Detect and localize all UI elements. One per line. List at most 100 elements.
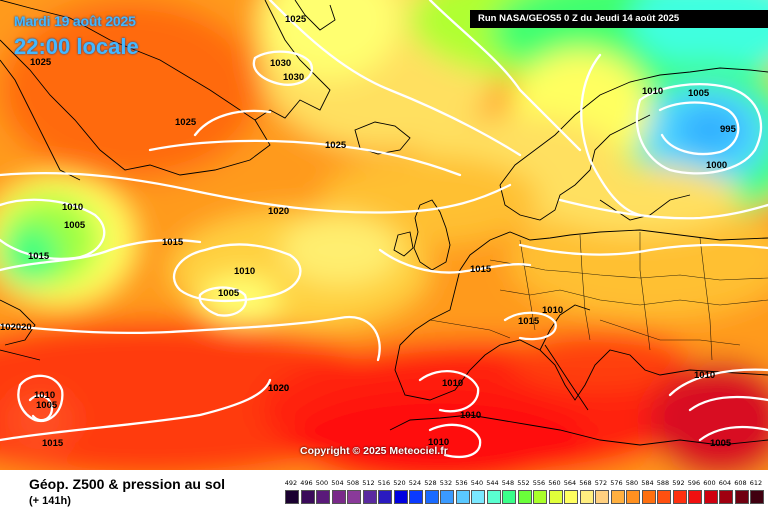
- isobar-label: 1000: [706, 160, 727, 171]
- scale-swatch: [486, 490, 501, 504]
- scale-swatch: [595, 490, 609, 504]
- coastlines: [0, 0, 768, 446]
- isobar-label: 1015: [162, 237, 184, 248]
- scale-swatch: [316, 490, 330, 504]
- scale-label: 572: [594, 479, 608, 487]
- scale-swatch: [688, 490, 702, 504]
- scale-swatch: [626, 490, 640, 504]
- scale-label: 508: [346, 479, 360, 487]
- isobar-label: 1020: [268, 383, 289, 394]
- scale-label: 512: [362, 479, 375, 487]
- scale-swatch: [657, 490, 671, 504]
- isobar-label: 1010: [694, 370, 715, 381]
- scale-swatch: [455, 490, 470, 504]
- isobar-label: 1010: [442, 378, 463, 389]
- isobars: [0, 0, 768, 457]
- isobar-label: 1015: [28, 251, 50, 262]
- isobar-label: 1010: [34, 390, 55, 401]
- scale-label: 504: [331, 479, 344, 487]
- isobar-label: 1015: [470, 264, 492, 275]
- scale-swatch: [750, 490, 764, 504]
- isobar-label: 1005: [710, 438, 732, 449]
- isobar-label: 1025: [325, 140, 347, 151]
- scale-label: 604: [718, 479, 732, 487]
- isobar-label: 1010: [234, 266, 255, 277]
- scale-label: 532: [439, 479, 453, 487]
- scale-label: 496: [300, 479, 313, 487]
- isobar-label: 1010: [460, 410, 481, 421]
- isobar-label: 1005: [64, 220, 86, 231]
- scale-label: 612: [749, 479, 763, 487]
- scale-swatch: [378, 490, 392, 504]
- isobar-labels: 1025 1025 1030 1030 1025 1020 1025 1010 …: [0, 14, 737, 449]
- scale-label: 580: [625, 479, 639, 487]
- scale-swatch: [300, 490, 315, 504]
- isobar-label: 995: [720, 124, 737, 135]
- scale-label: 544: [486, 479, 499, 487]
- scale-label: 608: [734, 479, 747, 487]
- isobar-label: 1025: [30, 57, 52, 68]
- isobar-label: 1005: [36, 400, 58, 411]
- scale-label: 564: [563, 479, 577, 487]
- scale-label: 524: [408, 479, 422, 487]
- scale-label: 576: [610, 479, 623, 487]
- isobar-label: 1010: [62, 202, 83, 213]
- isobar-label: 1020: [268, 383, 289, 394]
- scale-swatch: [641, 490, 656, 504]
- isobar-label: 1025: [175, 117, 197, 128]
- scale-swatch: [440, 490, 454, 504]
- scale-label: 588: [656, 479, 670, 487]
- scale-swatch: [471, 490, 485, 504]
- scale-label: 516: [377, 479, 391, 487]
- scale-swatch: [564, 490, 578, 504]
- scale-swatch: [610, 490, 625, 504]
- scale-swatch: [579, 490, 594, 504]
- isobar-label: 1030: [270, 58, 291, 69]
- scale-label: 536: [455, 479, 468, 487]
- isobar-label: 1005: [688, 88, 710, 99]
- forecast-date: Mardi 19 août 2025: [14, 13, 136, 29]
- isobar-label: 1015: [42, 438, 64, 449]
- forecast-time: 22:00 locale: [14, 34, 139, 59]
- scale-label: 548: [501, 479, 515, 487]
- scale-swatch: [548, 490, 563, 504]
- scale-label: 500: [315, 479, 329, 487]
- scale-swatch: [517, 490, 532, 504]
- scale-label: 528: [424, 479, 437, 487]
- copyright-notice: Copyright © 2025 Meteociel.fr: [300, 445, 448, 457]
- isobar-label: 1005: [218, 288, 240, 299]
- scale-swatch: [424, 490, 439, 504]
- isobar-label: 1010: [542, 305, 563, 316]
- scale-label: 556: [532, 479, 546, 487]
- isobar-label: 1010: [428, 437, 449, 448]
- isobar-label: 1025: [285, 14, 307, 25]
- scale-swatch: [409, 490, 423, 504]
- isobar-label: 1020: [268, 206, 289, 217]
- scale-swatch: [285, 490, 299, 504]
- scale-label: 560: [548, 479, 561, 487]
- scale-swatch: [331, 490, 346, 504]
- isobar-label: 1015: [518, 316, 540, 327]
- weather-map: 1025 1025 1030 1030 1025 1020 1025 1010 …: [0, 0, 768, 470]
- scale-label: 596: [687, 479, 701, 487]
- scale-label: 540: [470, 479, 484, 487]
- isobar-label: 1010: [642, 86, 663, 97]
- isobar-label: 102020: [0, 322, 32, 333]
- scale-label: 520: [393, 479, 406, 487]
- scale-label: 492: [284, 479, 298, 487]
- scale-swatch: [362, 490, 377, 504]
- scale-swatch: [393, 490, 408, 504]
- product-title: Géop. Z500 & pression au sol: [29, 476, 226, 492]
- scale-swatch: [719, 490, 733, 504]
- scale-swatch: [533, 490, 547, 504]
- scale-swatch: [502, 490, 516, 504]
- scale-label: 600: [703, 479, 716, 487]
- scale-label: 552: [517, 479, 530, 487]
- scale-swatch: [703, 490, 718, 504]
- scale-swatch: [734, 490, 749, 504]
- legend-bar: Géop. Z500 & pression au sol (+ 141h) 49…: [0, 470, 768, 512]
- model-run-label: Run NASA/GEOS5 0 Z du Jeudi 14 août 2025: [470, 10, 768, 28]
- scale-swatch: [672, 490, 687, 504]
- scale-label: 592: [672, 479, 685, 487]
